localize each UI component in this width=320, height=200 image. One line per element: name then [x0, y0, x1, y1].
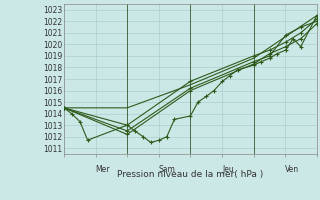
Text: Ven: Ven — [285, 165, 299, 174]
Text: Jeu: Jeu — [222, 165, 234, 174]
Text: Sam: Sam — [159, 165, 176, 174]
X-axis label: Pression niveau de la mer( hPa ): Pression niveau de la mer( hPa ) — [117, 170, 264, 179]
Text: Mer: Mer — [96, 165, 110, 174]
